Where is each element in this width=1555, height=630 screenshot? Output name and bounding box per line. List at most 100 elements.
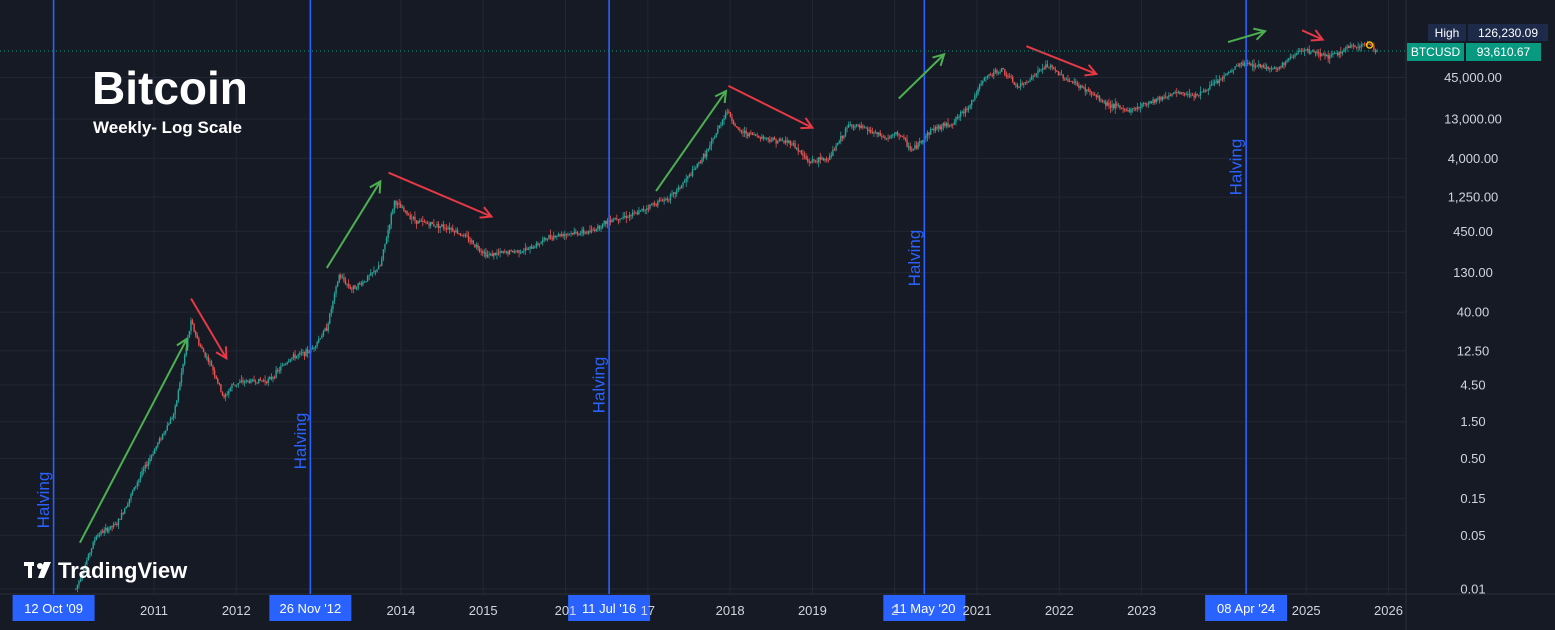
candle-body — [835, 145, 836, 150]
candle-body — [1143, 103, 1144, 104]
candle-body — [654, 203, 655, 205]
candle-body — [515, 251, 516, 252]
candle-body — [460, 234, 461, 236]
candle-body — [266, 382, 267, 383]
candle-body — [291, 358, 292, 360]
candle-body — [622, 217, 623, 218]
candle-body — [657, 201, 658, 206]
candle-body — [1285, 61, 1286, 65]
candle-body — [706, 150, 707, 156]
candle-body — [763, 137, 764, 139]
candle-body — [875, 132, 876, 133]
candle-body — [728, 112, 729, 113]
candle-body — [572, 233, 573, 234]
candle-body — [1305, 50, 1306, 51]
candle-body — [870, 130, 871, 133]
candle-body — [140, 476, 141, 479]
candle-body — [484, 252, 485, 253]
candle-body — [1348, 46, 1349, 48]
candle-body — [239, 382, 240, 383]
candle-body — [900, 135, 901, 136]
candle-body — [387, 230, 388, 238]
candle-body — [485, 252, 486, 257]
candle-body — [1272, 69, 1273, 70]
candle-body — [969, 105, 970, 108]
candle-body — [578, 234, 579, 235]
candle-body — [884, 137, 885, 139]
candle-body — [1096, 95, 1097, 97]
candle-body — [881, 136, 882, 137]
x-tick-label: 2025 — [1292, 603, 1321, 618]
candle-body — [771, 140, 772, 141]
candle-body — [1212, 84, 1213, 85]
candle-body — [747, 134, 748, 136]
candle-body — [1225, 74, 1226, 75]
candle-body — [285, 364, 286, 365]
candle-body — [704, 154, 705, 157]
candle-body — [234, 385, 235, 386]
x-tick-label: 2022 — [1045, 603, 1074, 618]
candle-body — [1026, 82, 1027, 83]
halving-date-label: 11 May '20 — [893, 601, 955, 616]
candle-body — [840, 136, 841, 141]
candle-body — [1121, 108, 1122, 109]
candle-body — [255, 382, 256, 383]
candle-body — [156, 446, 157, 449]
candle-body — [1283, 63, 1284, 65]
candle-body — [689, 175, 690, 177]
x-tick-label: 2014 — [386, 603, 415, 618]
candle-body — [521, 251, 522, 253]
candle-body — [774, 138, 775, 140]
candle-body — [463, 235, 464, 236]
candle-body — [1255, 67, 1256, 68]
candle-body — [629, 215, 630, 217]
candle-body — [632, 212, 633, 215]
candle-body — [1118, 105, 1119, 106]
candle-body — [1162, 97, 1163, 100]
candle-body — [384, 244, 385, 250]
x-tick-label: 2023 — [1127, 603, 1156, 618]
candle-body — [544, 238, 545, 240]
candle-body — [540, 242, 541, 244]
candle-body — [738, 127, 739, 129]
candle-body — [725, 112, 726, 118]
candle-body — [990, 74, 991, 75]
candle-body — [656, 205, 657, 206]
candle-body — [419, 221, 420, 222]
candle-body — [367, 276, 368, 281]
candle-body — [1080, 86, 1081, 88]
candle-body — [443, 225, 444, 228]
halving-date-label: 12 Oct '09 — [24, 601, 83, 616]
candle-body — [1127, 110, 1128, 111]
candle-body — [790, 141, 791, 145]
candle-body — [1184, 93, 1185, 94]
candle-body — [1081, 86, 1082, 88]
candle-body — [719, 126, 720, 129]
candle-body — [769, 139, 770, 141]
candle-body — [495, 253, 496, 255]
candle-body — [731, 117, 732, 121]
candle-body — [462, 235, 463, 236]
candle-body — [687, 176, 688, 178]
candle-body — [1102, 100, 1103, 101]
candle-body — [299, 353, 300, 355]
candle-body — [913, 149, 914, 151]
candle-body — [897, 132, 898, 134]
candle-body — [700, 162, 701, 163]
candle-body — [597, 226, 598, 229]
candle-body — [783, 141, 784, 143]
candle-body — [264, 380, 265, 381]
candle-body — [635, 213, 636, 214]
candle-body — [247, 380, 248, 381]
candle-body — [596, 229, 597, 231]
candle-body — [1075, 81, 1076, 83]
candle-body — [490, 254, 491, 255]
candle-body — [364, 282, 365, 283]
candle-body — [1045, 64, 1046, 68]
candle-body — [378, 265, 379, 269]
candle-body — [286, 362, 287, 364]
candle-body — [752, 133, 753, 135]
candle-body — [682, 183, 683, 186]
candle-body — [1357, 47, 1358, 48]
candle-body — [645, 210, 646, 211]
